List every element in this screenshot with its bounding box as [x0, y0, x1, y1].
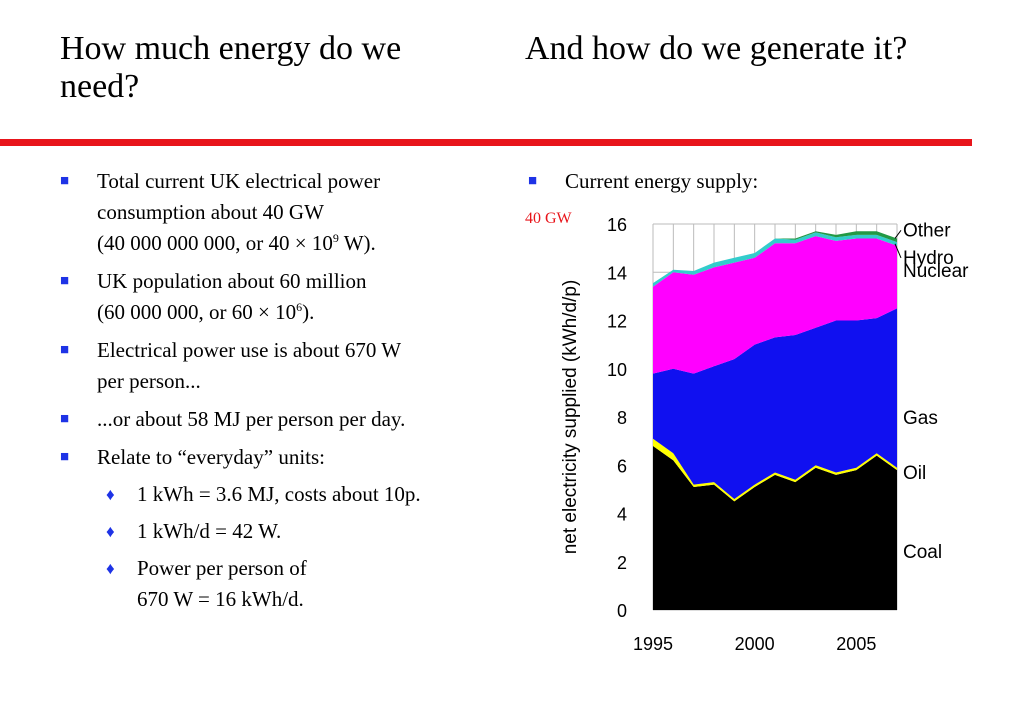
y-tick-label: 8 — [617, 408, 627, 428]
sub-bullet-text: 670 W = 16 kWh/d. — [137, 587, 304, 611]
sub-bullet-text: 1 kWh = 3.6 MJ, costs about 10p. — [137, 482, 421, 506]
left-bullet-list: ■ Total current UK electrical power cons… — [60, 166, 520, 622]
bullet-text: (40 000 000 000, or 40 × 10 — [97, 231, 333, 255]
bullet-text: (60 000 000, or 60 × 10 — [97, 300, 297, 324]
annotation-40gw: 40 GW — [525, 210, 572, 227]
exponent: 9 — [332, 231, 339, 245]
electricity-supply-chart: 0 2 4 6 8 10 12 14 16 1995 2000 2005 net electricity… — [560, 215, 969, 654]
bullet-population: ■ UK population about 60 million (60 000… — [60, 266, 520, 328]
y-axis-label: net electricity supplied (kWh/d/p) — [560, 280, 581, 555]
bullet-energy-supply: ■ Current energy supply: — [528, 166, 758, 197]
bullet-power-consumption: ■ Total current UK electrical power cons… — [60, 166, 520, 259]
x-tick-label: 2005 — [836, 634, 876, 654]
title-divider — [0, 139, 972, 146]
bullet-text-line: (60 000 000, or 60 × 106). — [97, 297, 520, 328]
square-bullet-icon: ■ — [60, 342, 70, 358]
x-tick-label: 2000 — [735, 634, 775, 654]
y-tick-label: 2 — [617, 553, 627, 573]
bullet-text: consumption about 40 GW — [97, 200, 324, 224]
exponent: 6 — [296, 300, 303, 314]
sub-bullet-power-per-person: ♦ Power per person of 670 W = 16 kWh/d. — [97, 553, 520, 615]
area-hydro — [653, 232, 897, 287]
y-tick-label: 16 — [607, 215, 627, 235]
area-coal — [653, 446, 897, 610]
title-right: And how do we generate it? — [525, 30, 908, 67]
bullet-text: Relate to “everyday” units: — [97, 445, 325, 469]
bullet-text: Electrical power use is about 670 W — [97, 338, 402, 362]
diamond-bullet-icon: ♦ — [106, 485, 115, 504]
series-label-oil: Oil — [903, 463, 926, 484]
square-bullet-icon: ■ — [60, 273, 70, 289]
square-bullet-icon: ■ — [60, 411, 70, 427]
diamond-bullet-icon: ♦ — [106, 559, 115, 578]
series-label-nuclear: Nuclear — [903, 261, 969, 282]
y-tick-label: 12 — [607, 312, 627, 332]
y-tick-label: 10 — [607, 360, 627, 380]
y-tick-label: 14 — [607, 263, 627, 283]
bullet-text: ...or about 58 MJ per person per day. — [97, 407, 406, 431]
square-bullet-icon: ■ — [60, 449, 70, 465]
sub-bullet-list: ♦ 1 kWh = 3.6 MJ, costs about 10p. ♦ 1 k… — [97, 479, 520, 615]
bullet-power-per-person: ■ Electrical power use is about 670 W pe… — [60, 335, 520, 397]
title-left: How much energy do we need? — [60, 30, 402, 105]
square-bullet-icon: ■ — [60, 173, 70, 189]
bullet-text: UK population about 60 million — [97, 269, 367, 293]
series-label-coal: Coal — [903, 542, 942, 563]
area-nuclear — [653, 236, 897, 374]
series-label-other: Other — [903, 220, 951, 241]
y-tick-label: 0 — [617, 601, 627, 621]
bullet-text: Total current UK electrical power — [97, 169, 381, 193]
sub-bullet-kwh: ♦ 1 kWh = 3.6 MJ, costs about 10p. — [97, 479, 520, 510]
series-label-hydro: Hydro — [903, 248, 954, 269]
sub-bullet-kwh-per-day: ♦ 1 kWh/d = 42 W. — [97, 516, 520, 547]
sub-bullet-text: 1 kWh/d = 42 W. — [137, 519, 282, 543]
diamond-bullet-icon: ♦ — [106, 522, 115, 541]
series-label-gas: Gas — [903, 408, 938, 429]
bullet-everyday-units: ■ Relate to “everyday” units: ♦ 1 kWh = … — [60, 442, 520, 615]
bullet-text-line: (40 000 000 000, or 40 × 109 W). — [97, 228, 520, 259]
area-gas — [653, 308, 897, 499]
x-tick-label: 1995 — [633, 634, 673, 654]
y-tick-label: 4 — [617, 505, 627, 525]
square-bullet-icon: ■ — [528, 173, 538, 189]
leader-line-other — [894, 229, 902, 239]
area-oil — [653, 438, 897, 502]
bullet-text: W). — [338, 231, 376, 255]
bullet-mj-per-day: ■ ...or about 58 MJ per person per day. — [60, 404, 520, 435]
y-tick-label: 6 — [617, 456, 627, 476]
bullet-text: ). — [302, 300, 315, 324]
bullet-text: per person... — [97, 369, 201, 393]
leader-line-hydro — [894, 243, 902, 259]
sub-bullet-text: Power per person of — [137, 556, 307, 580]
bullet-text: Current energy supply: — [565, 169, 759, 193]
